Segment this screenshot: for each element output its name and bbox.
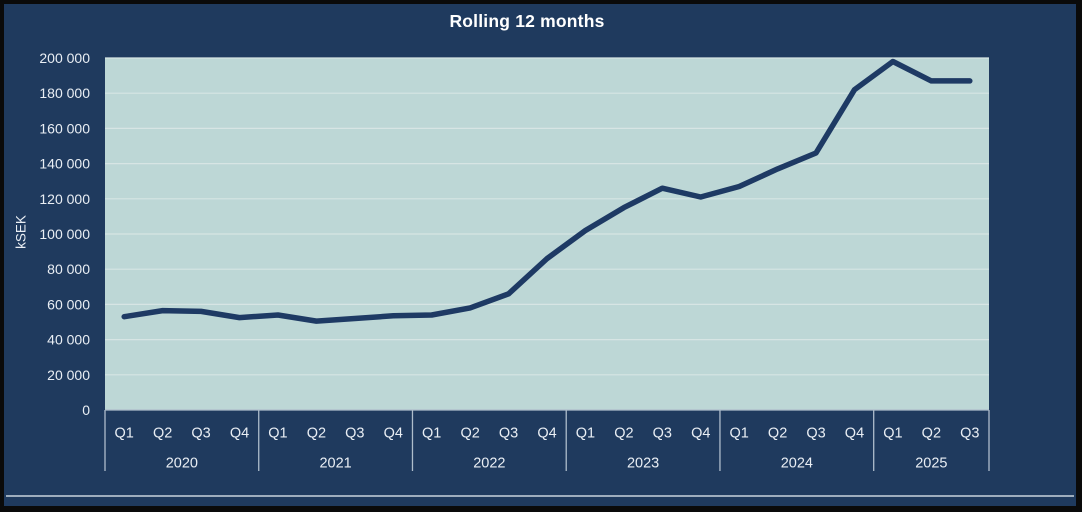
x-quarter-label: Q1 [422, 426, 441, 442]
chart-title: Rolling 12 months [449, 11, 605, 31]
x-quarter-label: Q1 [730, 426, 749, 442]
x-year-label: 2022 [473, 456, 505, 472]
axis-separators [104, 410, 990, 471]
y-tick-label: 200 000 [39, 50, 90, 66]
x-year-label: 2020 [166, 456, 198, 472]
x-year-label: 2021 [319, 456, 351, 472]
y-tick-label: 160 000 [39, 120, 90, 136]
x-quarter-label: Q2 [460, 426, 479, 442]
x-quarter-label: Q4 [230, 426, 249, 442]
x-quarter-label: Q4 [691, 426, 710, 442]
x-quarter-label: Q1 [576, 426, 595, 442]
x-quarter-label: Q3 [499, 426, 518, 442]
y-tick-label: 40 000 [47, 332, 90, 348]
gridlines [105, 57, 989, 376]
footer-divider [6, 495, 1074, 497]
x-quarter-label: Q2 [614, 426, 633, 442]
x-quarter-label: Q3 [191, 426, 210, 442]
x-quarter-label: Q4 [537, 426, 556, 442]
y-tick-label: 0 [82, 402, 90, 418]
y-tick-label: 20 000 [47, 367, 90, 383]
y-tick-label: 80 000 [47, 261, 90, 277]
x-quarter-label: Q2 [153, 426, 172, 442]
x-year-labels: 2020 2021 2022 2023 2024 2025 [166, 456, 948, 472]
y-tick-labels: 0 20 000 40 000 60 000 80 000 100 000 120 000 1… [39, 50, 90, 418]
x-year-label: 2024 [781, 456, 813, 472]
x-quarter-label: Q4 [845, 426, 864, 442]
y-tick-label: 140 000 [39, 156, 90, 172]
x-quarter-label: Q2 [768, 426, 787, 442]
series-line [121, 58, 973, 324]
x-quarter-label: Q3 [960, 426, 979, 442]
x-quarter-label: Q1 [883, 426, 902, 442]
x-quarter-label: Q3 [653, 426, 672, 442]
x-quarter-label: Q1 [115, 426, 134, 442]
y-tick-label: 180 000 [39, 85, 90, 101]
y-tick-label: 60 000 [47, 296, 90, 312]
x-quarter-labels: Q1 Q2 Q3 Q4 Q1 Q2 Q3 Q4 Q1 Q2 Q3 Q4 Q1 Q2 Q3 Q4 Q1 Q2 Q3 Q4… [115, 426, 980, 442]
x-quarter-label: Q3 [806, 426, 825, 442]
x-quarter-label: Q4 [384, 426, 403, 442]
x-quarter-label: Q2 [922, 426, 941, 442]
y-tick-label: 120 000 [39, 191, 90, 207]
x-year-label: 2025 [915, 456, 947, 472]
x-quarter-label: Q2 [307, 426, 326, 442]
x-quarter-label: Q3 [345, 426, 364, 442]
x-year-label: 2023 [627, 456, 659, 472]
y-tick-label: 100 000 [39, 226, 90, 242]
x-quarter-label: Q1 [268, 426, 287, 442]
